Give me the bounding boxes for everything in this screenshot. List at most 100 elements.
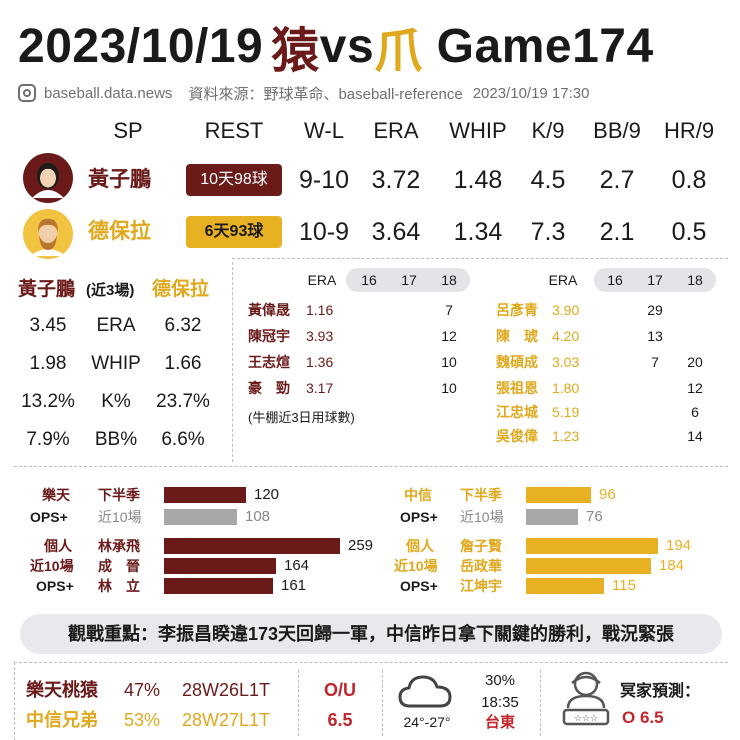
ops-left-second-half-label: 下半季 xyxy=(98,487,140,503)
bottom-away-record: 28W27L1T xyxy=(182,710,271,730)
rest-tag-away: 6天93球 xyxy=(186,216,282,248)
bp-right-day-pill xyxy=(594,268,716,292)
whip-away: 1.34 xyxy=(453,218,503,246)
hdr-hr9: HR/9 xyxy=(663,118,715,143)
bp-right-name: 魏碩成 xyxy=(496,354,538,370)
bp-right-18: 14 xyxy=(687,428,703,444)
ops-right-player-value: 115 xyxy=(612,577,636,594)
ops-left-player-bar xyxy=(164,578,273,594)
ops-left-team-ops: OPS+ xyxy=(30,509,68,525)
rain-chance: 30% xyxy=(484,672,516,689)
ops-right-player-bar xyxy=(526,558,651,574)
divider xyxy=(540,670,541,736)
bp-right-17: 13 xyxy=(647,328,663,344)
bp-left-18: 10 xyxy=(441,380,457,396)
cmp-left-k: 13.2% xyxy=(21,391,75,412)
ops-left-last10-label: 近10場 xyxy=(98,509,142,525)
cmp-label-era: ERA xyxy=(96,315,136,336)
era-away: 3.64 xyxy=(371,218,421,246)
bp-left-name: 豪 勁 xyxy=(248,380,290,396)
bp-left-era: 1.16 xyxy=(306,302,334,318)
bb9-away: 2.1 xyxy=(599,218,635,246)
ops-right-second-half-value: 96 xyxy=(599,486,616,503)
cmp-right-bb: 6.6% xyxy=(161,429,205,450)
cmp-left-bb: 7.9% xyxy=(26,429,70,450)
ops-right-ind2: 近10場 xyxy=(394,558,438,574)
hdr-rest: REST xyxy=(204,118,264,143)
cmp-right-era: 6.32 xyxy=(164,315,202,336)
sp-name-away: 德保拉 xyxy=(88,220,151,243)
sp-name-home: 黃子鵬 xyxy=(88,168,151,191)
bp-left-era: 3.93 xyxy=(306,328,334,344)
bp-left-name: 王志煊 xyxy=(248,354,290,370)
focus-banner: 觀戰重點：李振昌睽違173天回歸一軍，中信昨日拿下關鍵的勝利，戰況緊張 xyxy=(20,614,722,654)
divider xyxy=(382,670,383,736)
divider xyxy=(298,670,299,736)
bb9-home: 2.7 xyxy=(599,166,635,194)
ou-value: 6.5 xyxy=(327,710,353,730)
wl-away: 10-9 xyxy=(298,218,350,246)
compare-note: (近3場) xyxy=(86,282,135,299)
bp-right-18: 6 xyxy=(691,404,699,420)
venue: 台東 xyxy=(484,714,515,731)
game-number: Game174 xyxy=(436,19,654,73)
bp-right-hdr-era: ERA xyxy=(548,272,578,288)
ops-left-player-bar xyxy=(164,538,340,554)
bp-left-18: 12 xyxy=(441,328,457,344)
cloud-icon xyxy=(398,675,452,708)
k9-away: 7.3 xyxy=(530,218,566,246)
ops-left-second-half-bar xyxy=(164,487,246,503)
home-team-glyph: 猿 xyxy=(271,25,320,78)
ops-right-player-name: 江坤宇 xyxy=(460,578,502,594)
ops-right-player-bar xyxy=(526,538,658,554)
ops-right-team-ops: OPS+ xyxy=(400,509,438,525)
bp-right-hdr-18: 18 xyxy=(687,272,703,288)
bp-left-hdr-17: 17 xyxy=(401,272,417,288)
bp-left-hdr-16: 16 xyxy=(361,272,377,288)
ops-right-second-half-bar xyxy=(526,487,591,503)
ops-right-last10-bar xyxy=(526,509,578,525)
compare-left-name: 黃子鵬 xyxy=(18,279,76,300)
hdr-whip: WHIP xyxy=(449,118,507,143)
ops-left-last10-bar xyxy=(164,509,237,525)
bp-right-era: 1.23 xyxy=(552,428,580,444)
temperature: 24°-27° xyxy=(403,714,451,730)
ops-right-team: 中信 xyxy=(404,487,432,503)
ops-right-player-name: 詹子賢 xyxy=(460,538,502,554)
ops-right-player-value: 194 xyxy=(666,537,692,554)
bottom-home-pct: 47% xyxy=(124,680,161,700)
bp-right-18: 12 xyxy=(687,380,703,396)
bp-right-era: 3.03 xyxy=(552,354,580,370)
instagram-icon xyxy=(18,84,36,102)
ops-left-player-value: 161 xyxy=(281,577,307,594)
hdr-wl: W-L xyxy=(304,118,344,143)
bp-left-18: 7 xyxy=(445,302,453,318)
cmp-right-whip: 1.66 xyxy=(164,353,202,374)
bp-left-hdr-18: 18 xyxy=(441,272,457,288)
female-avatar-icon xyxy=(23,153,73,203)
ops-left-player-bar xyxy=(164,558,276,574)
ops-left-ind2: 近10場 xyxy=(30,558,74,574)
bp-left-hdr-era: ERA xyxy=(307,272,337,288)
rest-tag-home: 10天98球 xyxy=(186,164,282,196)
expert-pick: O 6.5 xyxy=(622,708,664,727)
expert-label: 冥家預測： xyxy=(620,683,701,700)
bp-right-18: 20 xyxy=(687,354,703,370)
bp-right-name: 張祖恩 xyxy=(496,380,538,396)
cmp-left-whip: 1.98 xyxy=(29,353,67,374)
bp-left-18: 10 xyxy=(441,354,457,370)
ops-right-player-bar xyxy=(526,578,604,594)
svg-text:☆☆☆: ☆☆☆ xyxy=(574,714,598,724)
ops-right-last10-label: 近10場 xyxy=(460,509,504,525)
divider xyxy=(14,662,15,740)
cmp-label-whip: WHIP xyxy=(91,353,141,374)
bp-left-day-pill xyxy=(346,268,470,292)
bp-right-era: 4.20 xyxy=(552,328,580,344)
bp-right-17: 29 xyxy=(647,302,663,318)
vs-label: vs xyxy=(319,19,375,73)
hr9-away: 0.5 xyxy=(671,218,707,246)
hr9-home: 0.8 xyxy=(671,166,707,194)
ops-right-last10-value: 76 xyxy=(586,508,603,525)
source-row: baseball.data.news 資料來源：野球革命、baseball-re… xyxy=(18,80,730,106)
ops-left-player-name: 林 立 xyxy=(98,578,140,594)
